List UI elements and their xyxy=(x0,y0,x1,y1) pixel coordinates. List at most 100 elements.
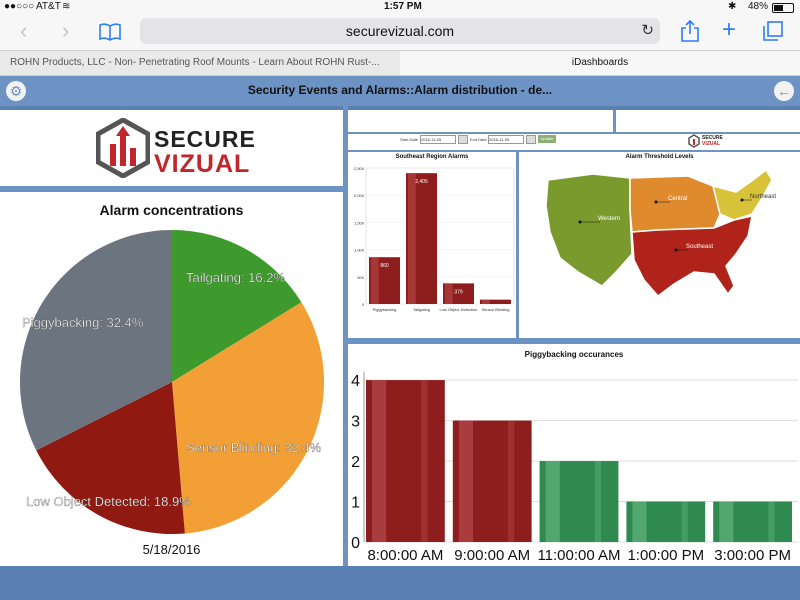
map-label-central: Central xyxy=(668,196,687,202)
y-tick-label: 0 xyxy=(351,535,360,552)
x-tick-label: Tailgating xyxy=(413,307,430,312)
battery-label: 48% xyxy=(748,1,769,12)
dashboard-titlebar: ⚙ Security Events and Alarms::Alarm dist… xyxy=(0,76,800,106)
bar-highlight xyxy=(545,461,560,542)
back-arrow-icon[interactable]: ← xyxy=(774,81,794,101)
address-bar[interactable]: securevizual.com ↻ xyxy=(140,18,660,44)
pie-slice[interactable] xyxy=(172,230,302,382)
y-tick-label: 4 xyxy=(351,373,360,390)
bar-highlight xyxy=(408,173,416,304)
y-tick-label: 2,500 xyxy=(354,166,365,171)
southeast-bar[interactable] xyxy=(480,299,511,304)
pie-slice[interactable] xyxy=(172,302,324,534)
bar-highlight xyxy=(632,501,647,542)
region-panel: Start Date 2016-11-05 End Date 2016-11-0… xyxy=(348,110,800,338)
mini-logo-vizual: VIZUAL xyxy=(702,141,721,147)
map-title: Alarm Threshold Levels xyxy=(625,154,694,160)
mini-logo-secure: SECURE xyxy=(702,135,723,141)
back-icon[interactable]: ‹ xyxy=(20,18,28,43)
reload-icon[interactable]: ↻ xyxy=(641,22,654,39)
bar-highlight xyxy=(421,380,428,542)
bluetooth-icon: ✱ xyxy=(728,1,737,12)
securevizual-logo-icon xyxy=(96,118,150,178)
y-tick-label: 2,000 xyxy=(354,193,365,198)
pie-panel: Alarm concentrations Tailgating: 16.2% Se… xyxy=(0,192,343,566)
map-region-southeast xyxy=(631,215,753,298)
y-tick-label: 1,500 xyxy=(354,220,365,225)
piggybacking-panel: Piggybacking occurances 0 1 2 3 4 8:00:00 AM 9… xyxy=(348,344,800,566)
pie-slice-label: Piggybacking: 32.4% xyxy=(22,315,144,330)
logo-text-secure: SECURE xyxy=(154,126,256,152)
map-region-western xyxy=(545,173,633,287)
logo-text-vizual: VIZUAL xyxy=(154,150,251,178)
pie-chart: Tailgating: 16.2% Sensor Blinding: 32.4% L… xyxy=(20,230,324,534)
bar-highlight xyxy=(719,501,734,542)
piggybacking-bar-chart: 0 1 2 3 4 8:00:00 AM 9:00:00 AM 11:00:00 AM 1:00… xyxy=(351,372,798,564)
map-label-western: Western xyxy=(598,216,620,222)
x-tick-label: Low Object Detection xyxy=(439,307,477,312)
y-tick-label: 500 xyxy=(357,275,364,280)
pie-slice-label: Low Object Detected: 18.9% xyxy=(26,494,191,509)
x-tick-label: 3:00:00 PM xyxy=(714,547,791,564)
x-tick-label: 11:00:00 AM xyxy=(537,547,620,564)
mini-logo-icon xyxy=(688,134,700,148)
pie-slice-label: Sensor Blinding: 32.4% xyxy=(186,440,322,455)
carrier-label: AT&T xyxy=(36,1,61,12)
bar-highlight xyxy=(594,461,602,542)
x-tick-label: 1:00:00 PM xyxy=(627,547,704,564)
southeast-bar-chart: 2,500 2,000 1,500 1,000 500 0 860 Piggybacking 2… xyxy=(354,166,515,312)
new-tab-icon[interactable]: + xyxy=(722,16,737,43)
tab-rohn[interactable]: ROHN Products, LLC - Non- Penetrating Ro… xyxy=(10,57,380,68)
divider xyxy=(516,150,519,338)
bar-highlight xyxy=(372,380,387,542)
divider xyxy=(348,150,800,152)
pie-slice-label: Tailgating: 16.2% xyxy=(186,270,285,285)
gear-icon[interactable]: ⚙ xyxy=(6,81,26,101)
battery-icon xyxy=(772,3,794,13)
pie-slice[interactable] xyxy=(36,382,185,534)
y-tick-label: 1,000 xyxy=(354,248,365,253)
start-date-input[interactable]: 2016-11-05 xyxy=(420,135,456,144)
forward-icon[interactable]: › xyxy=(62,18,70,43)
calendar-icon[interactable] xyxy=(458,135,468,144)
bar-highlight xyxy=(371,257,379,304)
bar-highlight xyxy=(507,420,515,542)
y-tick-label: 2 xyxy=(351,454,360,471)
bar-highlight xyxy=(458,420,473,542)
divider xyxy=(343,106,348,568)
bar-value-label: 2,405 xyxy=(415,179,428,185)
divider xyxy=(348,338,800,344)
us-map: Western Central Northeast Southeast xyxy=(545,168,776,298)
x-tick-label: Piggybacking xyxy=(373,307,397,312)
url-text: securevizual.com xyxy=(345,23,455,39)
calendar-icon[interactable] xyxy=(526,135,536,144)
end-date-label: End Date xyxy=(470,137,487,142)
bar-value-label: 379 xyxy=(454,289,463,295)
tabs-icon[interactable] xyxy=(762,20,784,42)
browser-toolbar: ‹ › securevizual.com ↻ + xyxy=(0,14,800,50)
share-icon[interactable] xyxy=(680,19,700,43)
bar-highlight xyxy=(482,299,490,304)
footer-bar xyxy=(0,566,800,600)
pie-slice[interactable] xyxy=(20,230,173,451)
dashboard-title: Security Events and Alarms::Alarm distri… xyxy=(247,83,553,97)
update-button[interactable]: Update xyxy=(538,135,556,143)
x-tick-label: Sensor Blinding xyxy=(481,307,509,312)
wifi-icon: ≋ xyxy=(62,1,71,12)
bar-highlight xyxy=(681,501,688,542)
status-bar: ●●○○○ AT&T ≋ 1:57 PM ✱ 48% xyxy=(0,0,800,14)
y-tick-label: 3 xyxy=(351,414,360,431)
divider xyxy=(0,186,343,192)
tab-idashboards[interactable]: iDashboards xyxy=(400,51,800,75)
map-region-northeast xyxy=(711,168,773,221)
bookmarks-icon[interactable] xyxy=(98,23,122,41)
pie-date: 5/18/2016 xyxy=(142,542,201,557)
end-date-input[interactable]: 2016-11-05 xyxy=(488,135,524,144)
y-tick-label: 1 xyxy=(351,495,360,512)
divider xyxy=(613,110,616,132)
southeast-title: Southeast Region Alarms xyxy=(395,154,469,160)
map-region-central xyxy=(629,175,721,233)
piggybacking-title: Piggybacking occurances xyxy=(524,350,624,359)
signal-icon: ●●○○○ xyxy=(4,1,35,12)
y-tick-label: 0 xyxy=(362,302,365,307)
